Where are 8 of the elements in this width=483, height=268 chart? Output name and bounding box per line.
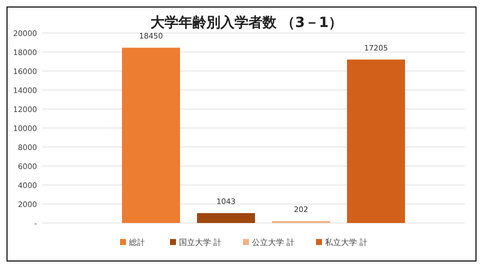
bar xyxy=(197,213,255,223)
bar xyxy=(122,48,180,223)
bar xyxy=(347,60,405,223)
legend-label: 公立大学 計 xyxy=(252,238,295,247)
legend-label: 国立大学 計 xyxy=(179,238,222,247)
legend-label: 私立大学 計 xyxy=(325,238,368,247)
legend-label: 総計 xyxy=(128,238,145,247)
chart-title: 大学年齢別入学者数 （3－1） xyxy=(150,15,343,31)
